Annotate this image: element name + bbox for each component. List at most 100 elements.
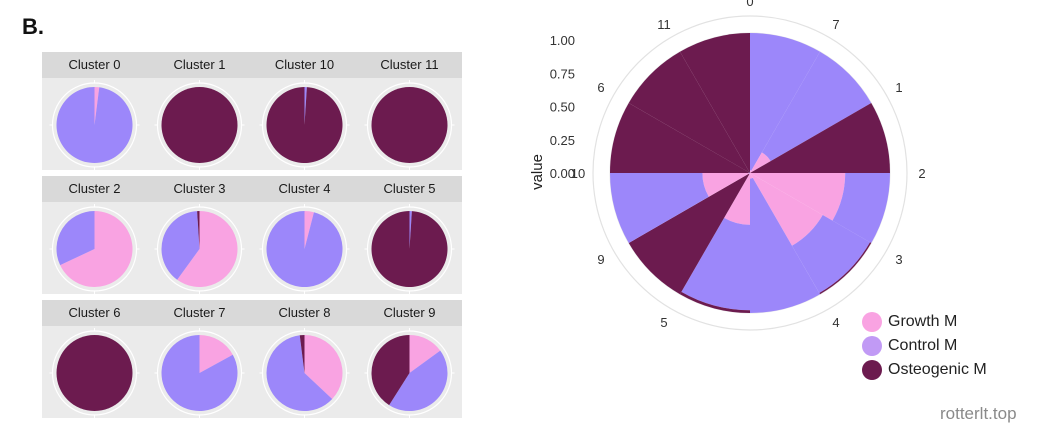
facet-cluster-9: Cluster 9 xyxy=(357,300,462,418)
polar-category-label: 2 xyxy=(918,166,925,181)
pie-chart xyxy=(259,80,350,170)
polar-bar-0-growth-m xyxy=(750,170,752,173)
polar-bar-3-control-m xyxy=(792,215,871,294)
polar-category-label: 6 xyxy=(597,80,604,95)
pie-chart xyxy=(364,80,455,170)
facet-title: Cluster 7 xyxy=(147,300,252,326)
facet-cluster-6: Cluster 6 xyxy=(42,300,147,418)
pie-slice-control-m xyxy=(304,87,307,125)
legend-item-osteogenic: Osteogenic M xyxy=(862,358,987,382)
pie-slice-osteogenic-m xyxy=(371,87,448,163)
polar-bar-1-osteogenic-m xyxy=(750,103,890,173)
polar-bar-10-osteogenic-m xyxy=(610,103,749,173)
pie-slice-osteogenic-m xyxy=(371,335,410,406)
polar-category-label: 1 xyxy=(895,80,902,95)
y-tick-label: 0.50 xyxy=(550,100,575,115)
facet-title: Cluster 11 xyxy=(357,52,462,78)
pie-chart xyxy=(49,328,140,418)
pie-slice-control-m xyxy=(56,211,95,266)
facet-title: Cluster 9 xyxy=(357,300,462,326)
pie-slice-osteogenic-m xyxy=(161,87,238,163)
pie-slice-growth-m xyxy=(177,211,238,287)
polar-bar-8-growth-m xyxy=(724,173,750,225)
pie-chart xyxy=(364,204,455,294)
pie-chart xyxy=(364,328,455,418)
pie-slice-growth-m xyxy=(304,211,314,249)
polar-bar-chart: 0 7 1 2 3 4 8 5 9 10 6 11 0.00 0.25 0.50 0.75 1.00 valu… xyxy=(529,0,926,340)
facet-cluster-5: Cluster 5 xyxy=(357,176,462,294)
facet-title: Cluster 3 xyxy=(147,176,252,202)
pie-slice-osteogenic-m xyxy=(56,335,133,411)
pie-slice-growth-m xyxy=(94,87,100,125)
polar-category-label: 7 xyxy=(832,17,839,32)
facet-cluster-10: Cluster 10 xyxy=(252,52,357,170)
polar-bar-2-control-m xyxy=(832,173,890,243)
pie-chart xyxy=(154,204,245,294)
pie-slice-control-m xyxy=(266,335,333,411)
y-axis-label: value xyxy=(529,154,546,190)
pie-chart xyxy=(154,80,245,170)
polar-bars xyxy=(610,33,890,313)
facet-cluster-1: Cluster 1 xyxy=(147,52,252,170)
polar-bar-0-control-m xyxy=(750,33,820,171)
polar-category-label: 0 xyxy=(746,0,753,9)
pie-slice-osteogenic-m xyxy=(197,211,200,249)
polar-bar-9-control-m xyxy=(610,173,709,243)
pie-chart xyxy=(259,328,350,418)
y-tick-label: 0.25 xyxy=(550,133,575,148)
y-tick-label: 0.00 xyxy=(550,166,575,181)
polar-category-labels: 0 7 1 2 3 4 8 5 9 10 6 11 xyxy=(571,0,926,340)
polar-bar-6-osteogenic-m xyxy=(628,51,750,174)
legend-label-growth: Growth M xyxy=(888,313,958,330)
facet-title: Cluster 6 xyxy=(42,300,147,326)
watermark: rotterlt.top xyxy=(940,404,1017,423)
pie-slice-growth-m xyxy=(60,211,133,287)
pie-slice-osteogenic-m xyxy=(266,87,343,163)
polar-category-label: 9 xyxy=(597,252,604,267)
pie-slice-control-m xyxy=(389,350,448,411)
legend-key-osteogenic xyxy=(862,360,882,380)
pie-slice-control-m xyxy=(409,211,412,249)
polar-bar-2-growth-m xyxy=(750,173,846,221)
facet-cluster-2: Cluster 2 xyxy=(42,176,147,294)
polar-category-label: 4 xyxy=(832,315,839,330)
polar-bar-4-control-m xyxy=(750,177,820,313)
pie-slice-growth-m xyxy=(304,335,343,400)
legend-label-control: Control M xyxy=(888,337,958,354)
panel-label: B. xyxy=(22,14,44,39)
pie-chart xyxy=(49,204,140,294)
facet-cluster-11: Cluster 11 xyxy=(357,52,462,170)
polar-bar-7-control-m xyxy=(761,51,872,162)
y-tick-label: 1.00 xyxy=(550,33,575,48)
polar-bar-9-growth-m xyxy=(702,173,750,197)
legend-item-growth: Growth M xyxy=(862,310,987,334)
polar-category-label: 5 xyxy=(660,315,667,330)
pie-slice-control-m xyxy=(161,211,200,280)
polar-bar-4-growth-m xyxy=(750,173,753,179)
legend: Growth M Control M Osteogenic M xyxy=(862,310,987,382)
polar-bar-3-growth-m xyxy=(750,173,823,246)
pie-chart xyxy=(154,328,245,418)
legend-key-control xyxy=(862,336,882,356)
pie-slice-growth-m xyxy=(409,335,441,373)
polar-bar-8-osteogenic-m xyxy=(680,291,750,313)
facet-title: Cluster 2 xyxy=(42,176,147,202)
pie-slice-growth-m xyxy=(199,335,233,373)
legend-item-control: Control M xyxy=(862,334,987,358)
polar-bar-11-osteogenic-m xyxy=(680,33,750,173)
legend-label-osteogenic: Osteogenic M xyxy=(888,361,987,378)
polar-outer-ring xyxy=(592,15,908,331)
pie-chart xyxy=(49,80,140,170)
facet-cluster-0: Cluster 0 xyxy=(42,52,147,170)
polar-bar-7-growth-m xyxy=(750,152,771,173)
legend-key-growth xyxy=(862,312,882,332)
facet-cluster-7: Cluster 7 xyxy=(147,300,252,418)
facet-cluster-3: Cluster 3 xyxy=(147,176,252,294)
polar-bar-10-control-m xyxy=(748,172,750,173)
y-tick-label: 0.75 xyxy=(550,66,575,81)
polar-category-label: 3 xyxy=(895,252,902,267)
pie-slice-control-m xyxy=(56,87,133,163)
polar-category-label: 10 xyxy=(571,166,585,181)
polar-bar-8-control-m xyxy=(681,217,750,311)
facet-title: Cluster 5 xyxy=(357,176,462,202)
